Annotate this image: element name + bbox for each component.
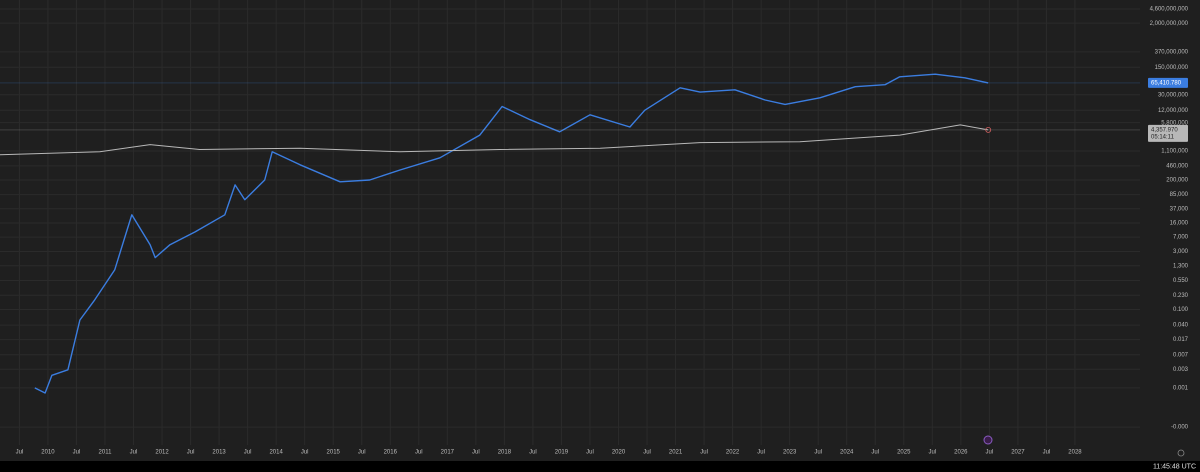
y-tick-label: 1,100,000 [1161,149,1188,155]
x-tick-label: Jul [187,450,195,456]
y-tick-label: 370,000,000 [1155,49,1189,55]
y-tick-label: 37,000 [1170,206,1189,212]
x-tick-label: 2024 [840,450,854,456]
price-tag [1148,124,1188,142]
countdown-label: 05:14:11 [1151,134,1175,140]
price-tag-label: 4,357.970 [1151,127,1178,133]
y-tick-label: -0.000 [1171,425,1189,431]
y-tick-label: 0.230 [1173,293,1189,299]
y-tick-label: 0.003 [1173,367,1189,373]
x-tick-label: Jul [529,450,537,456]
y-tick-label: 16,000 [1170,221,1189,227]
price-tag-label: 65,410.780 [1151,80,1182,86]
x-tick-label: Jul [130,450,138,456]
y-tick-label: 3,000 [1173,249,1189,255]
y-tick-label: 460,000 [1166,163,1188,169]
x-tick-label: 2028 [1068,450,1082,456]
x-tick-label: Jul [586,450,594,456]
x-tick-label: Jul [358,450,366,456]
x-tick-label: 2020 [612,450,626,456]
x-tick-label: 2014 [269,450,283,456]
y-tick-label: 4,600,000,000 [1150,7,1189,13]
y-tick-label: 2,000,000,000 [1150,21,1189,27]
y-tick-label: 5,800,000 [1161,120,1188,126]
series-line [34,73,989,394]
y-tick-label: 30,000,000 [1158,92,1189,98]
x-tick-label: 2013 [212,450,226,456]
x-tick-label: Jul [871,450,879,456]
y-tick-label: 0.040 [1173,323,1189,329]
y-tick-label: 0.001 [1173,385,1189,391]
y-tick-label: 1,300 [1173,263,1189,269]
y-tick-label: 0.017 [1173,337,1189,343]
x-tick-label: Jul [415,450,423,456]
x-tick-label: 2026 [954,450,968,456]
x-tick-label: 2019 [555,450,569,456]
y-tick-label: 12,000,000 [1158,108,1189,114]
event-icon[interactable] [983,435,993,445]
time-label: 11:45:48 UTC [1153,463,1196,470]
x-tick-label: 2021 [669,450,683,456]
y-tick-label: 0.007 [1173,352,1189,358]
x-tick-label: 2022 [726,450,740,456]
x-tick-label: 2027 [1011,450,1025,456]
x-tick-label: Jul [16,450,24,456]
price-tag [1148,77,1188,88]
x-tick-label: 2015 [327,450,341,456]
settings-icon[interactable] [1177,449,1185,457]
x-tick-label: Jul [643,450,651,456]
x-tick-label: 2017 [441,450,455,456]
x-tick-label: Jul [700,450,708,456]
x-tick-label: Jul [1043,450,1051,456]
last-point-marker [985,126,992,133]
x-tick-label: Jul [757,450,765,456]
x-tick-label: 2011 [99,450,113,456]
x-tick-label: Jul [986,450,994,456]
x-tick-label: Jul [472,450,480,456]
x-tick-label: Jul [244,450,252,456]
y-tick-label: 85,000 [1170,192,1189,198]
y-tick-label: 200,000 [1166,178,1188,184]
x-tick-label: Jul [928,450,936,456]
x-tick-label: 2012 [155,450,169,456]
bottom-bar [0,461,1200,472]
y-tick-label: 7,000 [1173,235,1189,241]
series-line [0,124,989,156]
x-tick-label: 2025 [897,450,911,456]
y-tick-label: 0.100 [1173,307,1189,313]
y-tick-label: 0.550 [1173,278,1189,284]
y-tick-label: 150,000,000 [1155,65,1189,71]
x-tick-label: Jul [301,450,309,456]
x-tick-label: Jul [73,450,81,456]
x-tick-label: Jul [814,450,822,456]
x-tick-label: 2016 [384,450,398,456]
x-tick-label: 2018 [498,450,512,456]
x-tick-label: 2010 [41,450,55,456]
x-tick-label: 2023 [783,450,797,456]
